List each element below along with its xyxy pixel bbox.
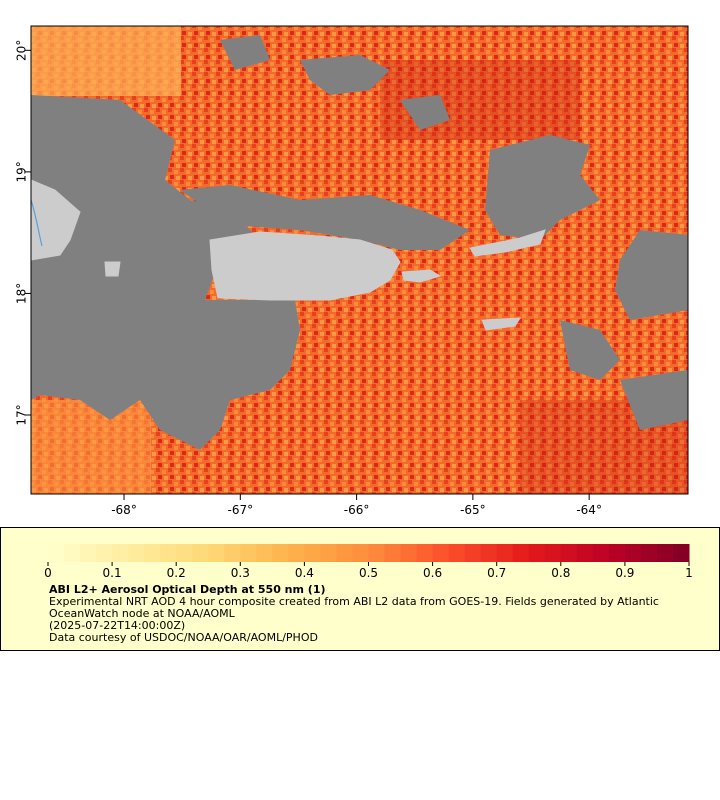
- colorbar-cell: [448, 544, 466, 562]
- river-line: [31, 199, 43, 247]
- land-hispaniola: [31, 179, 81, 261]
- lon-tick-label: -68°: [111, 503, 137, 517]
- land-masses: [31, 179, 546, 331]
- lon-tick-label: -66°: [344, 503, 370, 517]
- colorbar-cell: [368, 544, 386, 562]
- colorbar-cell: [576, 544, 594, 562]
- colorbar-tick-label: 0.9: [615, 566, 634, 580]
- colorbar-tick-label: 0: [44, 566, 52, 580]
- aod-map: -68° -67° -66° -65° -64° 20° 19° 18° 17°: [15, 25, 689, 517]
- lon-tick-label: -64°: [576, 503, 602, 517]
- colorbar-cell: [96, 544, 113, 562]
- aod-field-zone: [31, 400, 151, 494]
- colorbar-tick-label: 0.8: [551, 566, 570, 580]
- land-mona: [104, 261, 121, 277]
- colorbar-cells: [48, 544, 690, 562]
- colorbar-tick-label: 0.4: [295, 566, 314, 580]
- colorbar-cell: [624, 544, 642, 562]
- colorbar-tick-label: 0.3: [231, 566, 250, 580]
- map-border: [30, 25, 689, 495]
- land-vieques: [401, 269, 442, 283]
- colorbar-cell: [80, 544, 97, 562]
- colorbar-cell: [384, 544, 402, 562]
- colorbar-cell: [304, 544, 321, 562]
- no-data-region: [95, 300, 140, 360]
- lat-tick-label: 17°: [15, 404, 29, 425]
- map-svg: -68° -67° -66° -65° -64° 20° 19° 18° 17°: [15, 25, 689, 517]
- no-data-region: [300, 55, 390, 95]
- colorbar: 0 0.1 0.2 0.3 0.4 0.5 0.6 0.7 0.8 0.9 1: [44, 544, 693, 580]
- no-data-regions: [31, 35, 688, 450]
- aod-field-zone: [31, 26, 181, 96]
- colorbar-cell: [208, 544, 225, 562]
- colorbar-tick-label: 0.2: [167, 566, 186, 580]
- no-data-region: [220, 35, 270, 70]
- colorbar-cell: [64, 544, 81, 562]
- legend-text: ABI L2+ Aerosol Optical Depth at 550 nm …: [49, 584, 689, 644]
- colorbar-cell: [240, 544, 257, 562]
- colorbar-cell: [544, 544, 562, 562]
- colorbar-cell: [672, 544, 690, 562]
- lon-tick-label: -65°: [460, 503, 486, 517]
- colorbar-cell: [560, 544, 578, 562]
- colorbar-cell: [320, 544, 337, 562]
- colorbar-cell: [176, 544, 193, 562]
- land-virgin-islands: [469, 229, 546, 257]
- no-data-region: [180, 185, 470, 250]
- colorbar-cell: [48, 544, 65, 562]
- no-data-region: [31, 95, 300, 450]
- colorbar-cell: [144, 544, 161, 562]
- colorbar-tick-label: 0.7: [487, 566, 506, 580]
- axis-ticks: -68° -67° -66° -65° -64° 20° 19° 18° 17°: [15, 40, 602, 517]
- colorbar-tick-label: 0.6: [423, 566, 442, 580]
- colorbar-cell: [496, 544, 514, 562]
- colorbar-tick-label: 1: [685, 566, 693, 580]
- colorbar-cell: [160, 544, 177, 562]
- map-field: [31, 26, 688, 494]
- colorbar-cell: [256, 544, 273, 562]
- lon-tick-label: -67°: [228, 503, 254, 517]
- lat-tick-label: 18°: [15, 283, 29, 304]
- colorbar-cell: [288, 544, 305, 562]
- legend-panel: 0 0.1 0.2 0.3 0.4 0.5 0.6 0.7 0.8 0.9 1 ABI L2+ Ae…: [0, 527, 720, 651]
- colorbar-cell: [480, 544, 498, 562]
- colorbar-cell: [512, 544, 530, 562]
- no-data-region: [485, 135, 600, 240]
- colorbar-cell: [272, 544, 289, 562]
- colorbar-cell: [224, 544, 241, 562]
- colorbar-cell: [128, 544, 145, 562]
- colorbar-cell: [464, 544, 482, 562]
- no-data-region: [615, 230, 688, 320]
- colorbar-ticks: 0 0.1 0.2 0.3 0.4 0.5 0.6 0.7 0.8 0.9 1: [44, 562, 693, 580]
- colorbar-tick-label: 0.1: [103, 566, 122, 580]
- colorbar-cell: [112, 544, 129, 562]
- colorbar-cell: [400, 544, 418, 562]
- legend-timestamp: (2025-07-22T14:00:00Z): [49, 619, 186, 632]
- no-data-region: [560, 320, 620, 380]
- colorbar-cell: [192, 544, 209, 562]
- colorbar-cell: [336, 544, 353, 562]
- no-data-region: [400, 95, 450, 130]
- colorbar-cell: [432, 544, 450, 562]
- colorbar-cell: [592, 544, 610, 562]
- land-puerto-rico: [209, 231, 401, 301]
- no-data-region: [620, 370, 688, 430]
- colorbar-cell: [352, 544, 369, 562]
- colorbar-cell: [608, 544, 626, 562]
- colorbar-cell: [416, 544, 434, 562]
- lat-tick-label: 19°: [15, 161, 29, 182]
- legend-description: Experimental NRT AOD 4 hour composite cr…: [49, 595, 659, 620]
- colorbar-cell: [640, 544, 658, 562]
- lat-tick-label: 20°: [15, 40, 29, 61]
- legend-title: ABI L2+ Aerosol Optical Depth at 550 nm …: [49, 583, 326, 596]
- land-st-croix: [481, 317, 521, 331]
- colorbar-cell: [528, 544, 546, 562]
- colorbar-tick-label: 0.5: [359, 566, 378, 580]
- colorbar-cell: [656, 544, 674, 562]
- legend-credit: Data courtesy of USDOC/NOAA/OAR/AOML/PHO…: [49, 631, 318, 644]
